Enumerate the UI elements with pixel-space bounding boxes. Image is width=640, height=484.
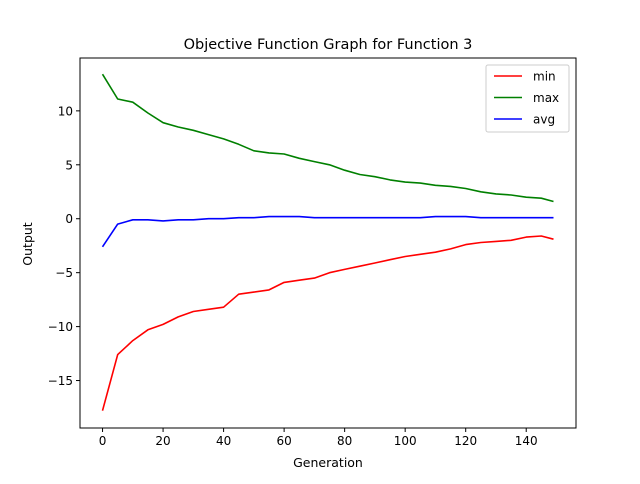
y-axis-label: Output (20, 222, 35, 266)
legend: min max avg (485, 64, 570, 133)
series-line-avg (101, 215, 554, 248)
series-lines (101, 73, 554, 411)
legend-label-avg: avg (533, 113, 555, 127)
x-tick-label: 40 (216, 434, 231, 448)
legend-label-max: max (533, 91, 559, 105)
series-line-max (101, 73, 554, 203)
x-tick-label: 80 (337, 434, 352, 448)
axis-ticks: 0 20 40 60 80 100 120 140 −15 −10 −5 0 5 10 (48, 104, 538, 448)
legend-label-min: min (533, 70, 556, 84)
x-axis-label: Generation (293, 455, 363, 470)
x-tick-label: 0 (99, 434, 107, 448)
y-tick-label: 0 (65, 212, 73, 226)
x-tick-label: 120 (454, 434, 477, 448)
y-tick-label: 5 (65, 158, 73, 172)
y-tick-label: −15 (48, 374, 73, 388)
plot-area-frame (79, 57, 577, 429)
x-tick-label: 100 (394, 434, 417, 448)
x-tick-label: 60 (276, 434, 291, 448)
series-line-min (101, 235, 554, 411)
y-tick-label: 10 (58, 104, 73, 118)
y-tick-label: −10 (48, 320, 73, 334)
chart-title: Objective Function Graph for Function 3 (184, 37, 473, 53)
y-tick-label: −5 (55, 266, 73, 280)
legend-box (485, 64, 570, 133)
x-tick-label: 20 (155, 434, 170, 448)
x-tick-label: 140 (515, 434, 538, 448)
